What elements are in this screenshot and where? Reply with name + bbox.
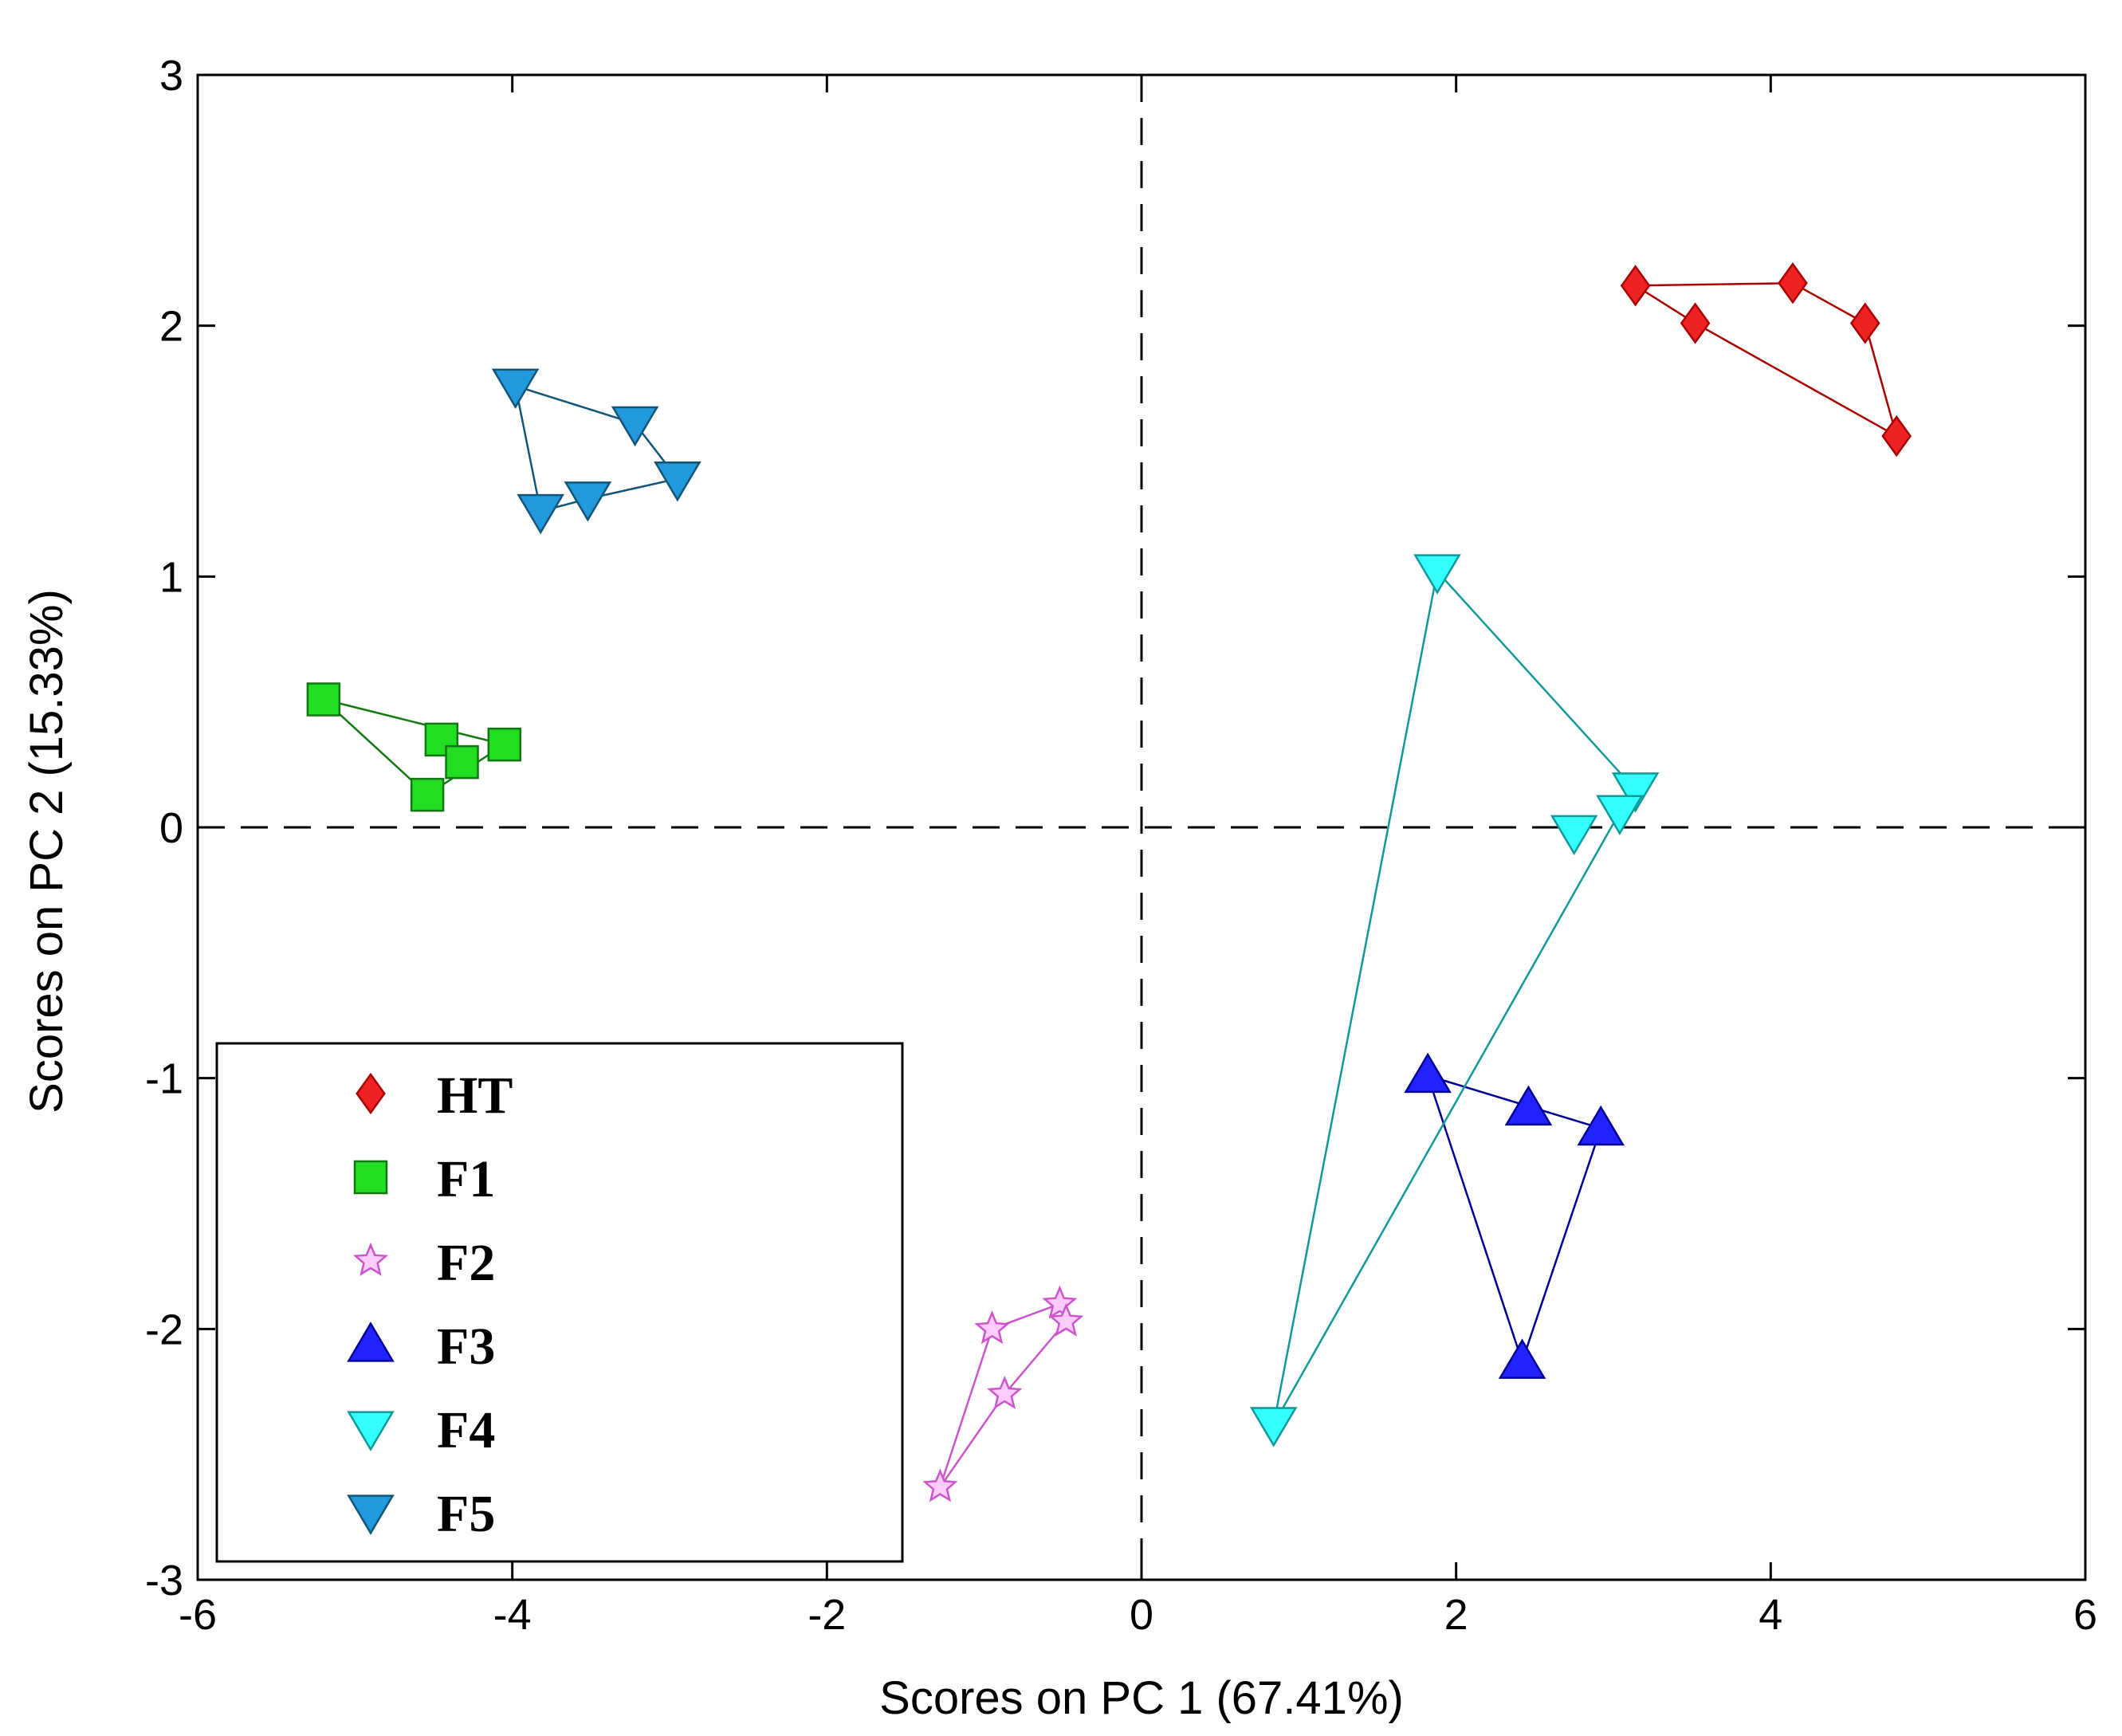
x-tick-label: 0 (1130, 1591, 1153, 1639)
y-tick-label: 3 (159, 52, 183, 100)
point-f4 (1249, 1407, 1298, 1447)
point-f5 (654, 461, 701, 502)
point-f5 (564, 481, 612, 522)
legend-box (215, 1042, 904, 1563)
point-f4 (1611, 772, 1660, 813)
legend-label-ht: HT (437, 1066, 513, 1125)
x-tick-label: 4 (1759, 1591, 1782, 1639)
point-f3 (1577, 1105, 1625, 1146)
point-f1 (487, 727, 522, 762)
plot-frame (196, 73, 2087, 1581)
point-f3 (1404, 1052, 1452, 1094)
legend-label-f5: F5 (437, 1485, 495, 1543)
legend-label-f1: F1 (437, 1150, 495, 1208)
x-axis-title: Scores on PC 1 (67.41%) (879, 1672, 1404, 1724)
hull-f5 (513, 384, 680, 513)
data-points (306, 262, 1912, 1502)
legend-marker-f1 (353, 1160, 388, 1195)
x-tick-label: 2 (1444, 1591, 1468, 1639)
point-ht (1881, 414, 1912, 458)
point-f4 (1596, 795, 1644, 835)
y-tick-label: -1 (145, 1055, 183, 1103)
point-ht (1680, 302, 1711, 344)
hull-f3 (1426, 1074, 1602, 1365)
point-f4 (1413, 554, 1461, 595)
y-tick-label: 0 (159, 804, 183, 852)
point-f2 (987, 1375, 1023, 1409)
point-f5 (611, 406, 659, 447)
legend-marker-f2 (352, 1242, 389, 1276)
point-f2 (974, 1310, 1010, 1345)
y-tick-label: -3 (145, 1557, 183, 1604)
point-ht (1778, 262, 1808, 304)
x-tick-label: -4 (493, 1591, 532, 1639)
reference-lines (198, 75, 2085, 1580)
point-f1 (410, 777, 445, 812)
point-f1 (445, 744, 479, 780)
legend-marker-ht (356, 1072, 386, 1115)
legend-marker-f5 (347, 1494, 395, 1535)
legend-label-f2: F2 (437, 1234, 495, 1292)
legend-marker-f3 (347, 1322, 395, 1362)
legend-label-f4: F4 (437, 1401, 495, 1459)
legend: HT F1 F2 F3 F4 F5 (215, 1042, 904, 1563)
point-f5 (491, 368, 540, 410)
point-f5 (517, 493, 564, 535)
hull-f2 (939, 1302, 1067, 1488)
y-tick-label: 1 (159, 553, 183, 601)
point-f1 (306, 682, 341, 717)
legend-marker-f4 (347, 1411, 395, 1451)
y-axis-title: Scores on PC 2 (15.33%) (21, 589, 73, 1113)
y-tick-label: 2 (159, 303, 183, 351)
point-f4 (1550, 815, 1598, 856)
x-tick-label: -2 (808, 1591, 846, 1639)
point-f3 (1504, 1085, 1553, 1126)
point-f2 (1048, 1302, 1084, 1337)
tick-labels: -6 -4 -2 0 2 4 6 -3 -2 -1 0 1 2 3 (145, 52, 2097, 1639)
x-tick-label: 6 (2073, 1591, 2097, 1639)
x-tick-label: -6 (179, 1591, 217, 1639)
y-tick-label: -2 (145, 1306, 183, 1353)
legend-label-f3: F3 (437, 1318, 495, 1376)
point-ht (1849, 302, 1880, 344)
point-ht (1620, 265, 1651, 307)
point-f3 (1498, 1338, 1546, 1379)
point-f2 (922, 1468, 958, 1502)
